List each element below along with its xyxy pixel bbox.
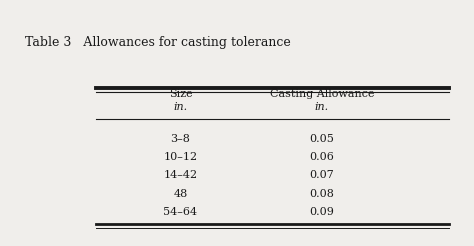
Text: 10–12: 10–12 [164,152,198,162]
Text: in.: in. [173,102,188,112]
Text: 0.08: 0.08 [310,188,334,199]
Text: Table 3   Allowances for casting tolerance: Table 3 Allowances for casting tolerance [25,36,291,49]
Text: Casting Allowance: Casting Allowance [270,89,374,99]
Text: 14–42: 14–42 [164,170,198,180]
Text: 54–64: 54–64 [164,207,198,217]
Text: 3–8: 3–8 [171,134,191,144]
Text: Size: Size [169,89,192,99]
Text: 0.09: 0.09 [310,207,334,217]
Text: 0.06: 0.06 [310,152,334,162]
Text: 48: 48 [173,188,188,199]
Text: in.: in. [315,102,329,112]
Text: 0.07: 0.07 [310,170,334,180]
Text: 0.05: 0.05 [310,134,334,144]
